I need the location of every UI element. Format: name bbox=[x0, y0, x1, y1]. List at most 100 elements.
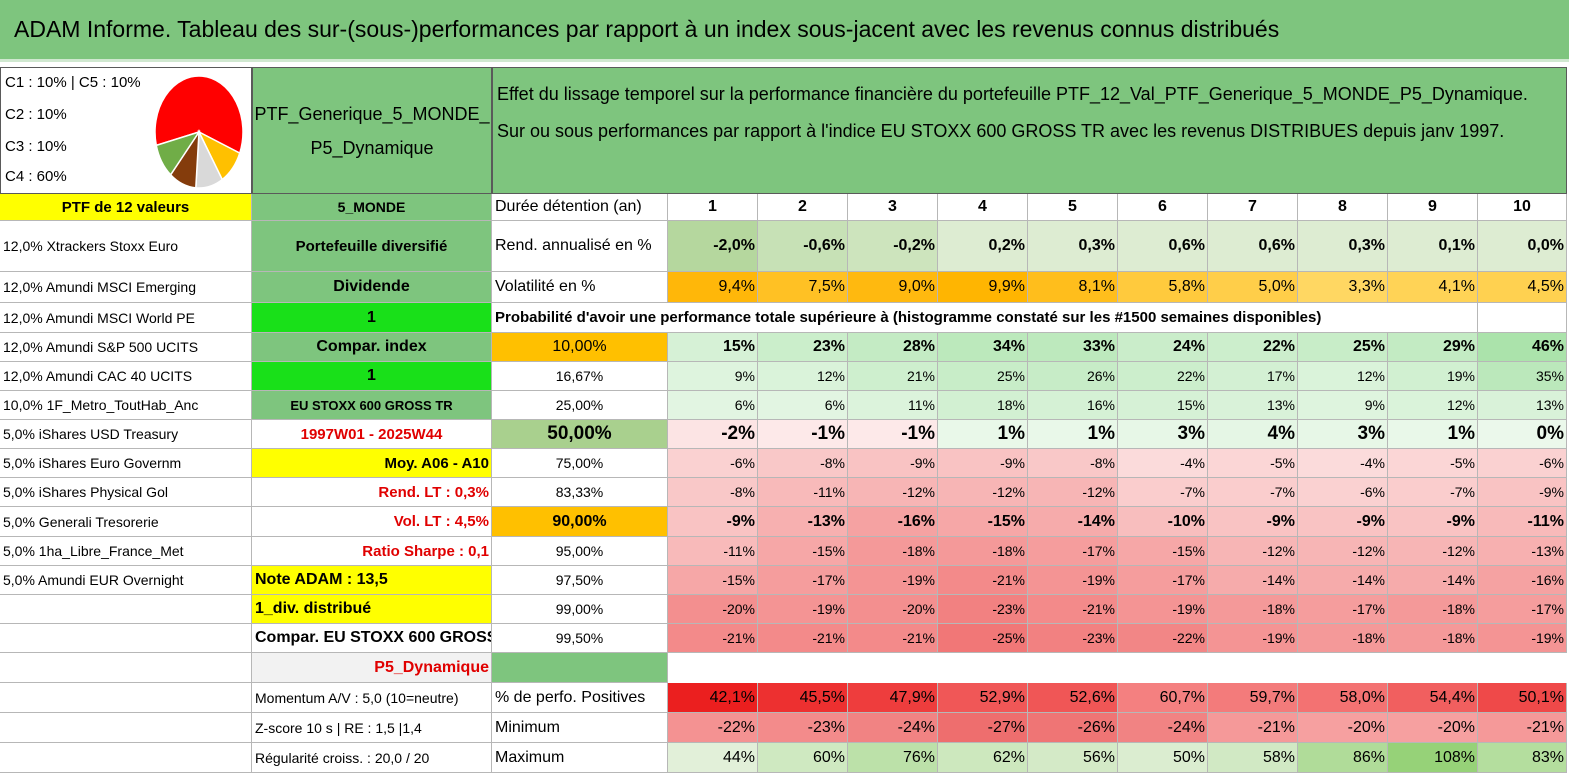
allocation-pie-chart bbox=[154, 75, 244, 189]
quantile-value: 46% bbox=[1478, 333, 1567, 362]
dividende-label: Dividende bbox=[252, 272, 492, 303]
quantile-level: 83,33% bbox=[492, 478, 668, 507]
quantile-value: -1% bbox=[758, 420, 848, 449]
quantile-value: -9% bbox=[1298, 507, 1388, 537]
positives-value: 60,7% bbox=[1118, 683, 1208, 713]
quantile-value: 3% bbox=[1118, 420, 1208, 449]
quantile-value: -9% bbox=[1478, 478, 1567, 507]
holding-item: 12,0% Amundi MSCI World PE bbox=[0, 303, 252, 333]
duree-label: Durée détention (an) bbox=[492, 194, 668, 221]
quantile-value: -16% bbox=[848, 507, 938, 537]
maximum-value: 50% bbox=[1118, 743, 1208, 773]
quantile-value: -12% bbox=[1298, 537, 1388, 566]
empty-cell bbox=[492, 653, 668, 683]
rend-value: 0,0% bbox=[1478, 221, 1567, 272]
rend-value: -0,6% bbox=[758, 221, 848, 272]
rend-value: -2,0% bbox=[668, 221, 758, 272]
minimum-value: -20% bbox=[1298, 713, 1388, 743]
maximum-value: 76% bbox=[848, 743, 938, 773]
empty-cell bbox=[0, 713, 252, 743]
quantile-value: -25% bbox=[938, 624, 1028, 653]
quantile-value: -12% bbox=[1028, 478, 1118, 507]
quantile-value: 9% bbox=[668, 362, 758, 391]
pie-slice bbox=[154, 75, 244, 155]
empty-cell bbox=[0, 595, 252, 624]
quantile-level: 10,00% bbox=[492, 333, 668, 362]
quantile-value: -17% bbox=[1028, 537, 1118, 566]
quantile-value: 6% bbox=[668, 391, 758, 420]
maximum-value: 108% bbox=[1388, 743, 1478, 773]
rend-value: 0,6% bbox=[1208, 221, 1298, 272]
minimum-value: -26% bbox=[1028, 713, 1118, 743]
compar-value: 1 bbox=[252, 362, 492, 391]
legend-line: C3 : 10% bbox=[5, 138, 67, 155]
positives-label: % de perfo. Positives bbox=[492, 683, 668, 713]
quantile-value: -11% bbox=[758, 478, 848, 507]
quantile-value: 15% bbox=[1118, 391, 1208, 420]
year-header: 2 bbox=[758, 194, 848, 221]
minimum-label: Minimum bbox=[492, 713, 668, 743]
quantile-value: -18% bbox=[848, 537, 938, 566]
quantile-value: -14% bbox=[1208, 566, 1298, 595]
pie-slice bbox=[155, 130, 201, 177]
index-name: EU STOXX 600 GROSS TR bbox=[252, 391, 492, 420]
minimum-value: -20% bbox=[1388, 713, 1478, 743]
quantile-value: -7% bbox=[1118, 478, 1208, 507]
vol-lt: Vol. LT : 4,5% bbox=[252, 507, 492, 537]
proba-label: Probabilité d'avoir une performance tota… bbox=[492, 303, 1478, 333]
minimum-value: -22% bbox=[668, 713, 758, 743]
quantile-value: -21% bbox=[938, 566, 1028, 595]
holding-item: 5,0% iShares Physical Gol bbox=[0, 478, 252, 507]
ratio-sharpe: Ratio Sharpe : 0,1 bbox=[252, 537, 492, 566]
quantile-value: 1% bbox=[938, 420, 1028, 449]
maximum-label: Maximum bbox=[492, 743, 668, 773]
quantile-value: -7% bbox=[1208, 478, 1298, 507]
holding-item: 5,0% iShares USD Treasury bbox=[0, 420, 252, 449]
quantile-value: -23% bbox=[938, 595, 1028, 624]
quantile-value: 29% bbox=[1388, 333, 1478, 362]
quantile-value: 25% bbox=[1298, 333, 1388, 362]
quantile-level: 90,00% bbox=[492, 507, 668, 537]
quantile-value: -4% bbox=[1298, 449, 1388, 478]
quantile-level: 99,00% bbox=[492, 595, 668, 624]
quantile-value: 28% bbox=[848, 333, 938, 362]
minimum-value: -27% bbox=[938, 713, 1028, 743]
positives-value: 58,0% bbox=[1298, 683, 1388, 713]
quantile-value: -9% bbox=[1388, 507, 1478, 537]
quantile-value: -21% bbox=[848, 624, 938, 653]
empty-cell bbox=[0, 624, 252, 653]
compar-full: Compar. EU STOXX 600 GROSS TR bbox=[252, 624, 492, 653]
quantile-value: -12% bbox=[1208, 537, 1298, 566]
quantile-value: 22% bbox=[1208, 333, 1298, 362]
quantile-value: 13% bbox=[1208, 391, 1298, 420]
quantile-value: 6% bbox=[758, 391, 848, 420]
quantile-value: 19% bbox=[1388, 362, 1478, 391]
holding-item: 10,0% 1F_Metro_ToutHab_Anc bbox=[0, 391, 252, 420]
rend-value: 0,1% bbox=[1388, 221, 1478, 272]
quantile-value: -6% bbox=[1298, 478, 1388, 507]
holding-item: 12,0% Amundi S&P 500 UCITS bbox=[0, 333, 252, 362]
quantile-value: -14% bbox=[1028, 507, 1118, 537]
holdings-header: PTF de 12 valeurs bbox=[0, 194, 252, 221]
portfolio-name: PTF_Generique_5_MONDE_ P5_Dynamique bbox=[252, 67, 492, 194]
empty-cell bbox=[1478, 303, 1567, 333]
year-header: 8 bbox=[1298, 194, 1388, 221]
quantile-value: -18% bbox=[938, 537, 1028, 566]
portfolio-name-line2: P5_Dynamique bbox=[310, 137, 434, 158]
quantile-value: -5% bbox=[1388, 449, 1478, 478]
quantile-level: 50,00% bbox=[492, 420, 668, 449]
quantile-value: 12% bbox=[1298, 362, 1388, 391]
positives-value: 50,1% bbox=[1478, 683, 1567, 713]
quantile-value: -17% bbox=[1118, 566, 1208, 595]
year-header: 10 bbox=[1478, 194, 1567, 221]
quantile-value: 3% bbox=[1298, 420, 1388, 449]
maximum-value: 62% bbox=[938, 743, 1028, 773]
legend-line: C1 : 10% | C5 : 10% bbox=[5, 74, 141, 91]
quantile-value: -16% bbox=[1478, 566, 1567, 595]
quantile-value: -17% bbox=[1298, 595, 1388, 624]
holding-item: 12,0% Amundi MSCI Emerging bbox=[0, 272, 252, 303]
quantile-value: 1% bbox=[1028, 420, 1118, 449]
rend-value: 0,3% bbox=[1028, 221, 1118, 272]
quantile-value: -19% bbox=[1208, 624, 1298, 653]
empty-cell bbox=[0, 743, 252, 773]
